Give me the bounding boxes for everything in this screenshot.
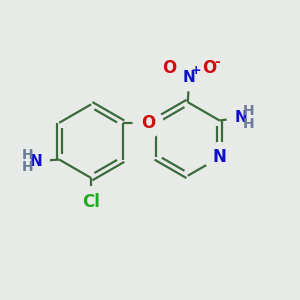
Text: N: N [235,110,247,125]
Circle shape [154,53,184,82]
Circle shape [227,104,254,131]
Text: H: H [22,148,33,162]
Text: +: + [190,64,201,77]
Text: H: H [243,117,255,131]
Text: O: O [202,59,216,77]
Circle shape [176,64,203,91]
Text: H: H [22,160,33,174]
Circle shape [133,108,163,138]
Circle shape [22,147,49,175]
Circle shape [194,53,224,82]
Text: N: N [213,148,226,166]
Circle shape [76,187,106,216]
Text: O: O [141,114,155,132]
Text: -: - [214,55,220,69]
Text: Cl: Cl [82,193,100,211]
Text: O: O [162,59,176,77]
Circle shape [205,142,235,172]
Text: H: H [243,104,255,118]
Text: N: N [183,70,196,85]
Text: N: N [29,154,42,169]
